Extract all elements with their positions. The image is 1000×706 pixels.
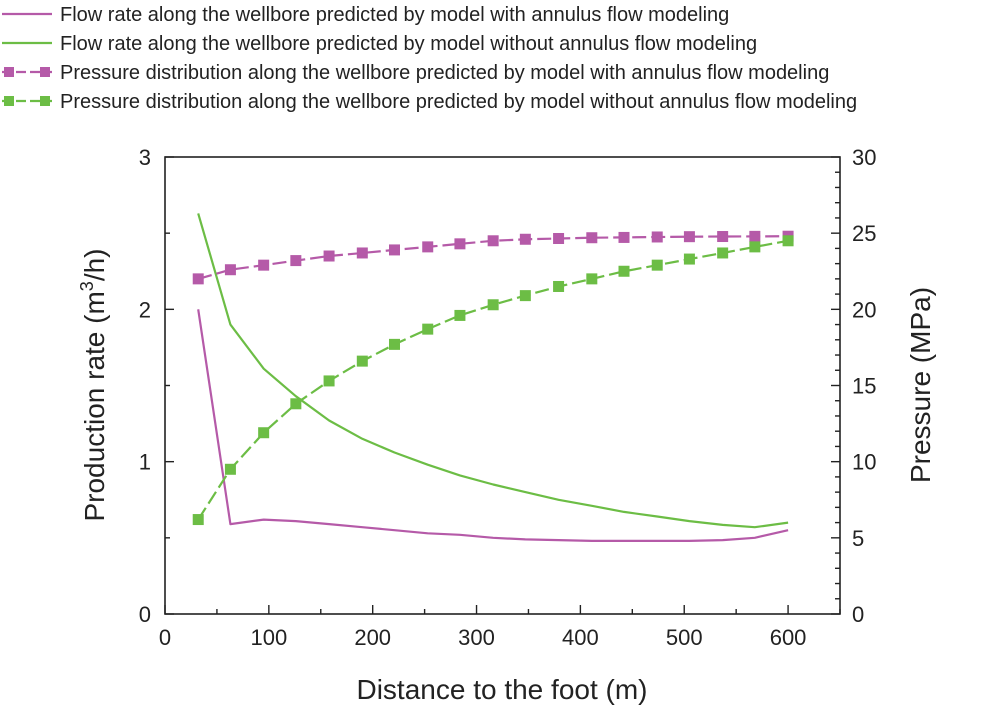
series-3-point: [749, 230, 761, 242]
series-4-point: [258, 427, 270, 439]
series-4-point: [651, 259, 663, 271]
series-3-point: [519, 233, 531, 245]
series-3-point: [717, 231, 729, 243]
series-4-point: [356, 355, 368, 367]
axes: [164, 156, 841, 615]
series-3-point: [224, 264, 236, 276]
y-right-tick-label: 30: [852, 145, 876, 170]
series-3-point: [258, 259, 270, 271]
y-left-tick-label: 2: [139, 297, 151, 322]
series-4-point: [749, 241, 761, 253]
series-3-point: [651, 231, 663, 243]
series-4-point: [782, 235, 794, 247]
x-tick-label: 400: [562, 625, 599, 650]
y-left-title-tail: /h): [79, 248, 110, 281]
y-right-tick-label: 25: [852, 221, 876, 246]
series-3-point: [683, 231, 695, 243]
y-right-tick-label: 15: [852, 374, 876, 399]
series-3-point: [586, 232, 598, 244]
x-tick-label: 0: [159, 625, 171, 650]
legend-entry-label: Flow rate along the wellbore predicted b…: [60, 33, 757, 55]
series-4-point: [553, 280, 565, 292]
series-4-point: [323, 375, 335, 387]
y-right-tick-label: 20: [852, 297, 876, 322]
y-left-tick-label: 3: [139, 145, 151, 170]
series-3-point: [356, 247, 368, 259]
legend-entry-label: Pressure distribution along the wellbore…: [60, 91, 857, 113]
axis-titles: Distance to the foot (m) Production rate…: [77, 248, 936, 705]
legend-swatch-marker: [40, 96, 50, 106]
x-tick-label: 300: [458, 625, 495, 650]
y-right-tick-label: 0: [852, 602, 864, 627]
x-tick-label: 100: [250, 625, 287, 650]
series-4-point: [290, 398, 302, 410]
y-right-tick-label: 5: [852, 526, 864, 551]
y-right-axis-title: Pressure (MPa): [905, 287, 936, 483]
series-4-point: [586, 273, 598, 285]
series-4-point: [422, 323, 434, 335]
series-3-point: [487, 235, 499, 247]
x-tick-label: 600: [770, 625, 807, 650]
series-4-point: [618, 265, 630, 277]
series-4-point: [683, 253, 695, 265]
legend-entry-label: Pressure distribution along the wellbore…: [60, 62, 829, 84]
y-left-title-superscript: 3: [77, 281, 97, 291]
series-3-point: [422, 241, 434, 253]
x-tick-label: 500: [666, 625, 703, 650]
series-4-point: [454, 309, 466, 321]
legend-swatch-marker: [4, 67, 14, 77]
legend: Flow rate along the wellbore predicted b…: [2, 4, 857, 113]
series-4-point: [717, 247, 729, 259]
y-left-title-main: Production rate (m: [79, 291, 110, 521]
x-tick-label: 200: [354, 625, 391, 650]
series-4-point: [487, 299, 499, 311]
x-axis-title: Distance to the foot (m): [356, 674, 647, 705]
series-4-line: [197, 239, 789, 521]
series-1-line: [197, 309, 789, 543]
y-left-axis-title: Production rate (m3/h): [77, 248, 110, 521]
series-3-point: [454, 238, 466, 250]
series-4-point: [519, 290, 531, 302]
series-3-point: [192, 273, 204, 285]
plot-frame: [164, 156, 841, 615]
legend-swatch-marker: [4, 96, 14, 106]
series-3-point: [618, 231, 630, 243]
y-left-tick-label: 1: [139, 450, 151, 475]
y-left-tick-label: 0: [139, 602, 151, 627]
legend-entry-label: Flow rate along the wellbore predicted b…: [60, 4, 729, 26]
legend-swatch-marker: [40, 67, 50, 77]
series-3-point: [323, 250, 335, 262]
series-4-point: [389, 338, 400, 350]
series-2-line: [197, 213, 789, 529]
series: [192, 213, 794, 543]
series-3-point: [290, 255, 302, 267]
series-3-point: [389, 244, 400, 256]
series-3-point: [553, 232, 565, 244]
series-4-point: [224, 463, 236, 475]
y-right-tick-label: 10: [852, 450, 876, 475]
series-4-point: [192, 514, 204, 526]
